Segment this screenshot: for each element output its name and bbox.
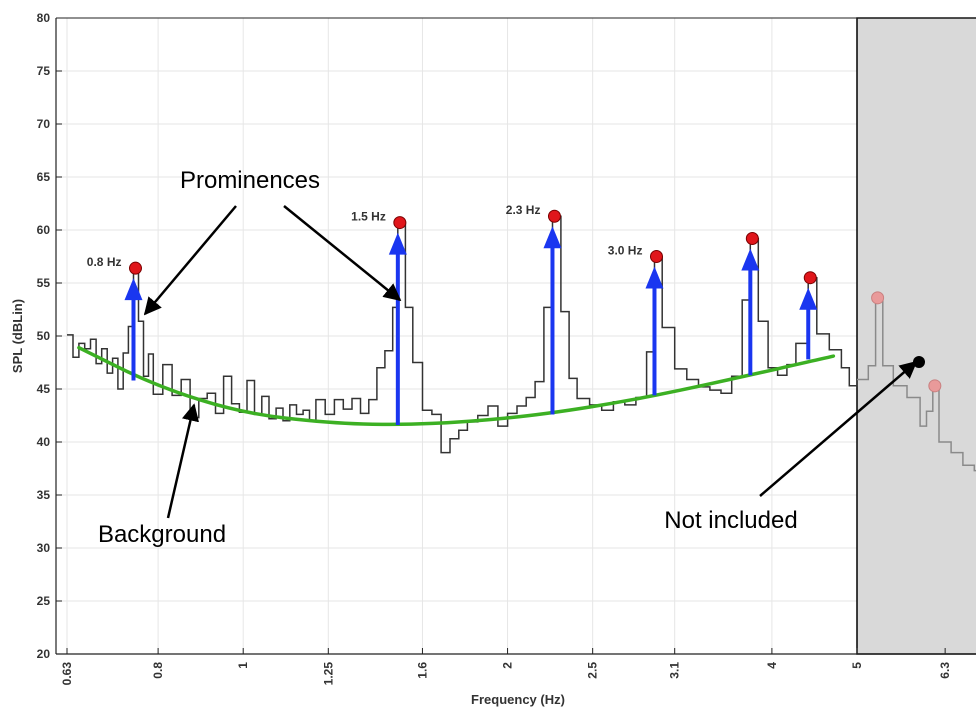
not-included-dot bbox=[913, 356, 925, 368]
y-tick-label: 60 bbox=[37, 223, 51, 237]
prominence-arrow-head bbox=[799, 287, 818, 310]
x-axis-title: Frequency (Hz) bbox=[471, 692, 565, 707]
peak-marker bbox=[393, 216, 407, 230]
y-tick-label: 25 bbox=[37, 594, 51, 608]
x-tick-label: 2 bbox=[501, 662, 515, 669]
peak-label: 0.8 Hz bbox=[87, 255, 122, 269]
peak-marker bbox=[745, 231, 759, 245]
prominence-arrows bbox=[124, 226, 818, 426]
excluded-region-box bbox=[856, 17, 976, 655]
spectrum-line bbox=[67, 215, 858, 454]
peak-marker bbox=[649, 250, 663, 263]
annotation-pointer bbox=[166, 403, 199, 519]
prominence-arrow-head bbox=[124, 278, 143, 301]
y-tick-label: 50 bbox=[37, 329, 51, 343]
annotations: Prominences Background Not included bbox=[98, 167, 925, 548]
x-tick-label: 5 bbox=[850, 662, 864, 669]
x-tick-label: 4 bbox=[765, 662, 779, 669]
x-tick-label: 3.1 bbox=[668, 662, 682, 679]
y-tick-label: 70 bbox=[37, 117, 51, 131]
peak-marker bbox=[128, 261, 142, 275]
annotation-not-included: Not included bbox=[664, 507, 797, 534]
peak-label: 2.3 Hz bbox=[506, 203, 541, 217]
y-tick-label: 20 bbox=[37, 647, 51, 661]
y-tick-label: 55 bbox=[37, 276, 51, 290]
annotation-prominences: Prominences bbox=[180, 167, 320, 194]
prominence-arrow-head bbox=[388, 232, 407, 255]
y-axis-title: SPL (dBLin) bbox=[10, 299, 25, 373]
x-tick-label: 6.3 bbox=[938, 662, 952, 679]
x-tick-label: 1 bbox=[236, 662, 250, 669]
background-curve bbox=[77, 345, 836, 427]
grid-lines bbox=[56, 17, 976, 655]
peak-marker bbox=[803, 271, 817, 285]
y-tick-label: 75 bbox=[37, 64, 51, 78]
x-tick-label: 0.8 bbox=[151, 662, 165, 679]
y-tick-label: 30 bbox=[37, 541, 51, 555]
peak-label: 1.5 Hz bbox=[351, 210, 386, 224]
annotation-pointer bbox=[283, 205, 402, 302]
peak-marker bbox=[547, 209, 561, 223]
y-tick-label: 40 bbox=[37, 435, 51, 449]
series-layer bbox=[67, 215, 976, 472]
x-tick-label: 1.6 bbox=[415, 662, 429, 679]
x-tick-label: 0.63 bbox=[60, 662, 74, 686]
excluded-region bbox=[856, 17, 976, 655]
y-tick-label: 45 bbox=[37, 382, 51, 396]
y-tick-label: 65 bbox=[37, 170, 51, 184]
prominence-arrow-head bbox=[741, 248, 760, 271]
annotation-background: Background bbox=[98, 521, 226, 548]
y-tick-label: 80 bbox=[37, 11, 51, 25]
annotation-pointer bbox=[143, 205, 237, 316]
x-tick-label: 1.25 bbox=[321, 662, 335, 686]
prominence-arrow-head bbox=[645, 266, 664, 289]
x-tick-label: 2.5 bbox=[586, 662, 600, 679]
prominence-arrow-head bbox=[543, 226, 562, 249]
peak-label: 3.0 Hz bbox=[608, 244, 643, 258]
y-tick-label: 35 bbox=[37, 488, 51, 502]
peak-markers: 0.8 Hz 1.5 Hz 2.3 Hz 3.0 Hz bbox=[87, 203, 942, 393]
excluded-peak-marker bbox=[871, 291, 885, 305]
annotation-pointer bbox=[759, 360, 918, 497]
excluded-peak-marker bbox=[928, 379, 942, 393]
